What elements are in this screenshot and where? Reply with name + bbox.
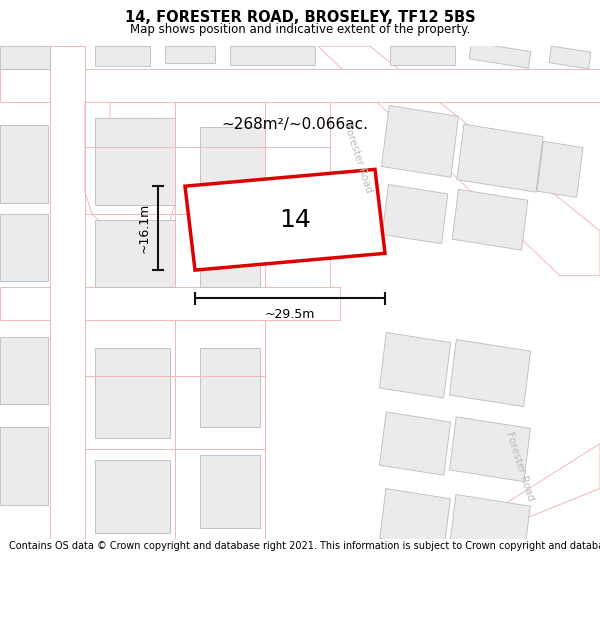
Polygon shape bbox=[390, 46, 455, 65]
Text: Contains OS data © Crown copyright and database right 2021. This information is : Contains OS data © Crown copyright and d… bbox=[9, 541, 600, 551]
Polygon shape bbox=[450, 494, 530, 556]
Polygon shape bbox=[537, 141, 583, 198]
Polygon shape bbox=[380, 489, 451, 549]
Polygon shape bbox=[379, 332, 451, 398]
Polygon shape bbox=[469, 42, 531, 68]
Polygon shape bbox=[0, 46, 50, 69]
Text: ~268m²/~0.066ac.: ~268m²/~0.066ac. bbox=[221, 117, 368, 132]
Polygon shape bbox=[0, 124, 48, 203]
Polygon shape bbox=[95, 461, 170, 533]
Text: 14: 14 bbox=[279, 208, 311, 232]
Text: Map shows position and indicative extent of the property.: Map shows position and indicative extent… bbox=[130, 23, 470, 36]
Polygon shape bbox=[450, 444, 600, 539]
Polygon shape bbox=[0, 427, 48, 505]
Polygon shape bbox=[165, 46, 215, 63]
Polygon shape bbox=[379, 412, 451, 475]
Polygon shape bbox=[0, 69, 600, 102]
Polygon shape bbox=[549, 46, 591, 69]
Polygon shape bbox=[0, 214, 48, 281]
Polygon shape bbox=[457, 124, 543, 192]
Polygon shape bbox=[452, 189, 528, 250]
Polygon shape bbox=[95, 349, 170, 438]
Polygon shape bbox=[200, 226, 260, 287]
Polygon shape bbox=[382, 184, 448, 244]
Text: Forester Road: Forester Road bbox=[504, 430, 536, 502]
Polygon shape bbox=[0, 287, 340, 321]
Text: ~16.1m: ~16.1m bbox=[137, 203, 151, 253]
Polygon shape bbox=[200, 127, 265, 205]
Polygon shape bbox=[0, 338, 48, 404]
Polygon shape bbox=[95, 46, 150, 66]
Polygon shape bbox=[95, 118, 175, 205]
Polygon shape bbox=[85, 102, 175, 236]
Polygon shape bbox=[382, 106, 458, 177]
Polygon shape bbox=[449, 339, 530, 407]
Polygon shape bbox=[318, 46, 600, 276]
Polygon shape bbox=[449, 417, 530, 482]
Polygon shape bbox=[200, 455, 260, 528]
Polygon shape bbox=[95, 220, 175, 287]
Text: 14, FORESTER ROAD, BROSELEY, TF12 5BS: 14, FORESTER ROAD, BROSELEY, TF12 5BS bbox=[125, 10, 475, 25]
Polygon shape bbox=[50, 46, 85, 539]
Text: Forester Road: Forester Road bbox=[342, 122, 374, 194]
Polygon shape bbox=[185, 169, 385, 270]
Polygon shape bbox=[230, 46, 315, 65]
Text: ~29.5m: ~29.5m bbox=[265, 308, 315, 321]
Polygon shape bbox=[200, 349, 260, 427]
